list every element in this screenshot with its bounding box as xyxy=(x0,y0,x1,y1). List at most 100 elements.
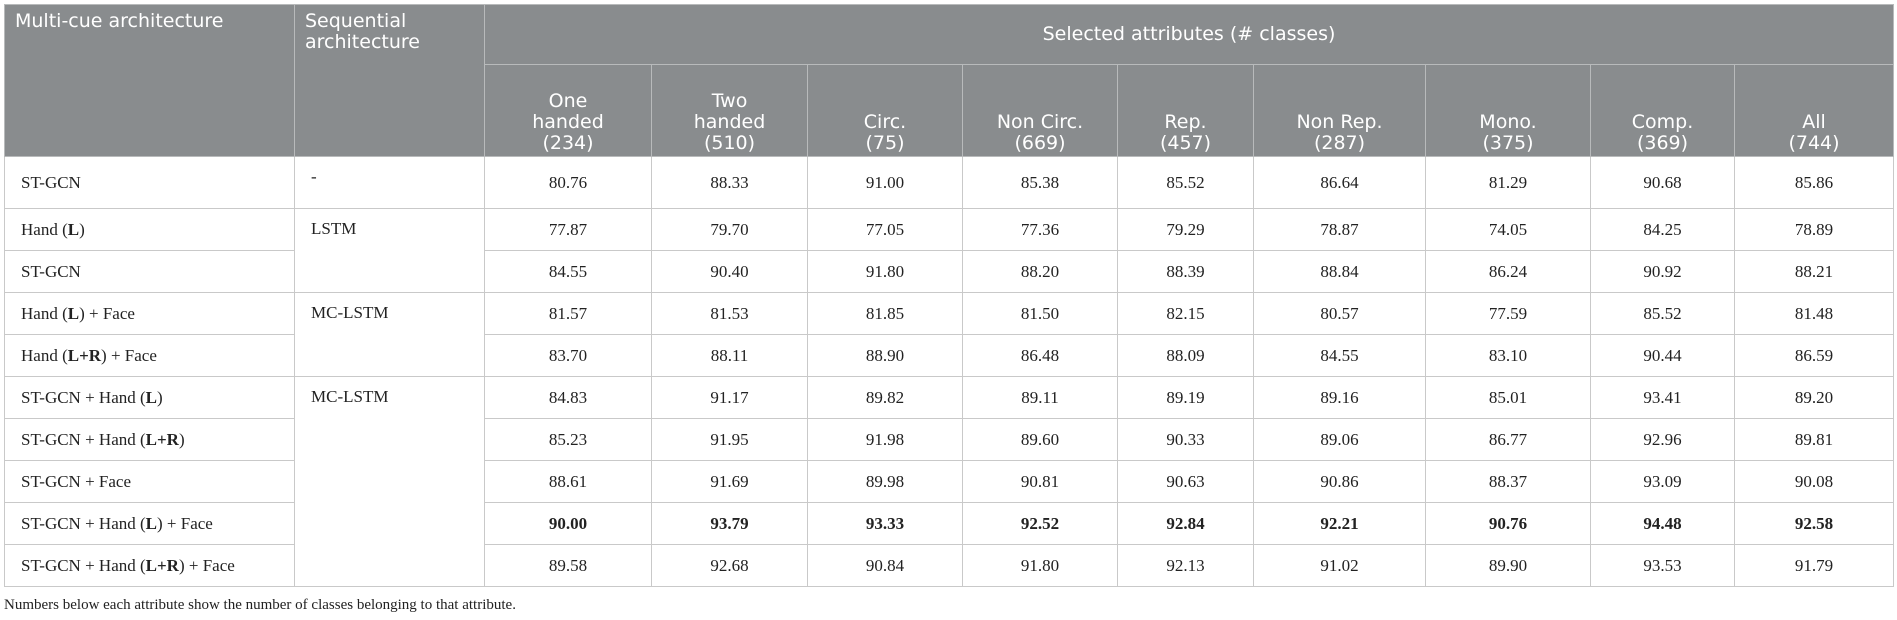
value-cell: 89.20 xyxy=(1733,376,1895,419)
label-part: ) xyxy=(79,219,85,239)
value-cell: 90.92 xyxy=(1590,250,1735,293)
value-cell: 93.79 xyxy=(651,502,808,545)
table-row: ST-GCN -80.76 88.33 91.00 85.38 85.52 86.64 81.… xyxy=(4,156,1895,209)
value-cell: 93.53 xyxy=(1590,544,1735,587)
value-cell: 80.76 xyxy=(484,156,652,209)
value-cell: 90.63 xyxy=(1117,460,1254,503)
column-count: (287) xyxy=(1313,132,1366,154)
column-header: Two handed (510) xyxy=(651,64,808,157)
value-cell: 93.33 xyxy=(807,502,963,545)
value-cell: 85.52 xyxy=(1117,156,1254,209)
column-count: (457) xyxy=(1159,132,1212,154)
column-count: (369) xyxy=(1636,132,1689,154)
value-cell: 78.89 xyxy=(1733,208,1895,251)
label-part: ST-GCN xyxy=(21,261,81,281)
label-part: L xyxy=(145,387,157,407)
value-cell: 84.55 xyxy=(1253,334,1426,377)
multi-cue-cell: Hand (L+R) + Face xyxy=(4,334,295,377)
value-cell: 86.59 xyxy=(1733,334,1895,377)
value-cell: 88.09 xyxy=(1117,334,1254,377)
value-cell: 92.96 xyxy=(1590,418,1735,461)
value-cell: 79.29 xyxy=(1117,208,1254,251)
value-cell: 91.80 xyxy=(807,250,963,293)
value-cell: 88.20 xyxy=(962,250,1118,293)
multi-cue-cell: ST-GCN xyxy=(4,250,295,293)
value-cell: 85.01 xyxy=(1425,376,1591,419)
multi-cue-cell: Hand (L) + Face xyxy=(4,292,295,335)
value-cell: 90.84 xyxy=(807,544,963,587)
value-cell: 88.33 xyxy=(651,156,808,209)
label-part: L+R xyxy=(145,555,179,575)
header-cell: Multi-cue architecture xyxy=(4,4,295,157)
header-cell: Sequential architecture xyxy=(294,4,485,157)
label-part: ) xyxy=(157,387,163,407)
sequential-cell: - xyxy=(294,156,485,209)
label-part: ) xyxy=(178,429,185,449)
value-cell: 92.21 xyxy=(1253,502,1426,545)
column-header: Non Rep. (287) xyxy=(1253,64,1426,157)
value-cell: 78.87 xyxy=(1253,208,1426,251)
value-cell: 90.00 xyxy=(484,502,652,545)
value-cell: 90.33 xyxy=(1117,418,1254,461)
footnote: Numbers below each attribute show the nu… xyxy=(4,597,516,613)
value-cell: 88.39 xyxy=(1117,250,1254,293)
multi-cue-cell: ST-GCN + Hand (L+R) xyxy=(4,418,295,461)
value-cell: 88.37 xyxy=(1425,460,1591,503)
value-cell: 94.48 xyxy=(1590,502,1735,545)
column-count: (510) xyxy=(703,132,756,154)
value-cell: 91.69 xyxy=(651,460,808,503)
value-cell: 90.76 xyxy=(1425,502,1591,545)
column-count: (744) xyxy=(1788,132,1840,154)
value-cell: 89.58 xyxy=(484,544,652,587)
value-cell: 77.05 xyxy=(807,208,963,251)
value-cell: 88.84 xyxy=(1253,250,1426,293)
value-cell: 85.23 xyxy=(484,418,652,461)
column-name: Two handed xyxy=(693,90,766,133)
value-cell: 88.90 xyxy=(807,334,963,377)
value-cell: 77.36 xyxy=(962,208,1118,251)
value-cell: 93.41 xyxy=(1590,376,1735,419)
table-row: ST-GCN 84.55 90.40 91.80 88.20 88.39 88.84 86.2… xyxy=(4,250,1895,293)
value-cell: 89.81 xyxy=(1733,418,1895,461)
label-part: ) + Face xyxy=(178,555,235,575)
multi-cue-cell: ST-GCN + Hand (L) xyxy=(4,376,295,419)
column-name: Circ. xyxy=(863,111,907,133)
table-row: ST-GCN + Hand (L+R) 85.23 91.95 91.98 89.60 9… xyxy=(4,418,1895,461)
value-cell: 91.98 xyxy=(807,418,963,461)
table-row: Hand (L) + Face MC-LSTM 81.57 81.53 81.85 81.… xyxy=(4,292,1895,377)
value-cell: 90.68 xyxy=(1590,156,1735,209)
multi-cue-cell: ST-GCN + Hand (L+R) + Face xyxy=(4,544,295,587)
column-count: (234) xyxy=(542,132,594,154)
label-part: ST-GCN xyxy=(21,172,81,192)
value-cell: 89.16 xyxy=(1253,376,1426,419)
value-cell: 89.82 xyxy=(807,376,963,419)
value-cell: 86.24 xyxy=(1425,250,1591,293)
value-cell: 86.64 xyxy=(1253,156,1426,209)
value-cell: 74.05 xyxy=(1425,208,1591,251)
column-header: One handed (234) xyxy=(484,64,652,157)
value-cell: 90.44 xyxy=(1590,334,1735,377)
table-row: ST-GCN + Face 88.61 91.69 89.98 90.81 90.63 90… xyxy=(4,460,1895,503)
value-cell: 92.52 xyxy=(962,502,1118,545)
value-cell: 89.19 xyxy=(1117,376,1254,419)
column-header: All (744) xyxy=(1733,64,1895,157)
label-part: Hand ( xyxy=(21,303,68,323)
column-header: Rep. (457) xyxy=(1117,64,1254,157)
value-cell: 82.15 xyxy=(1117,292,1254,335)
column-count: (669) xyxy=(1014,132,1066,154)
value-cell: 84.55 xyxy=(484,250,652,293)
value-cell: 81.57 xyxy=(484,292,652,335)
label-part: L+R xyxy=(67,345,102,365)
table-row: Hand (L+R) + Face 83.70 88.11 88.90 86.48 88.… xyxy=(4,334,1895,377)
value-cell: 85.52 xyxy=(1590,292,1735,335)
value-cell: 91.79 xyxy=(1733,544,1895,587)
label-part: L xyxy=(67,219,80,239)
column-name: Rep. xyxy=(1164,111,1207,133)
value-cell: 89.60 xyxy=(962,418,1118,461)
column-name: Non Circ. xyxy=(996,111,1084,133)
value-cell: 89.06 xyxy=(1253,418,1426,461)
label-part: ) + Face xyxy=(79,303,135,323)
value-cell: 86.48 xyxy=(962,334,1118,377)
value-cell: 93.09 xyxy=(1590,460,1735,503)
